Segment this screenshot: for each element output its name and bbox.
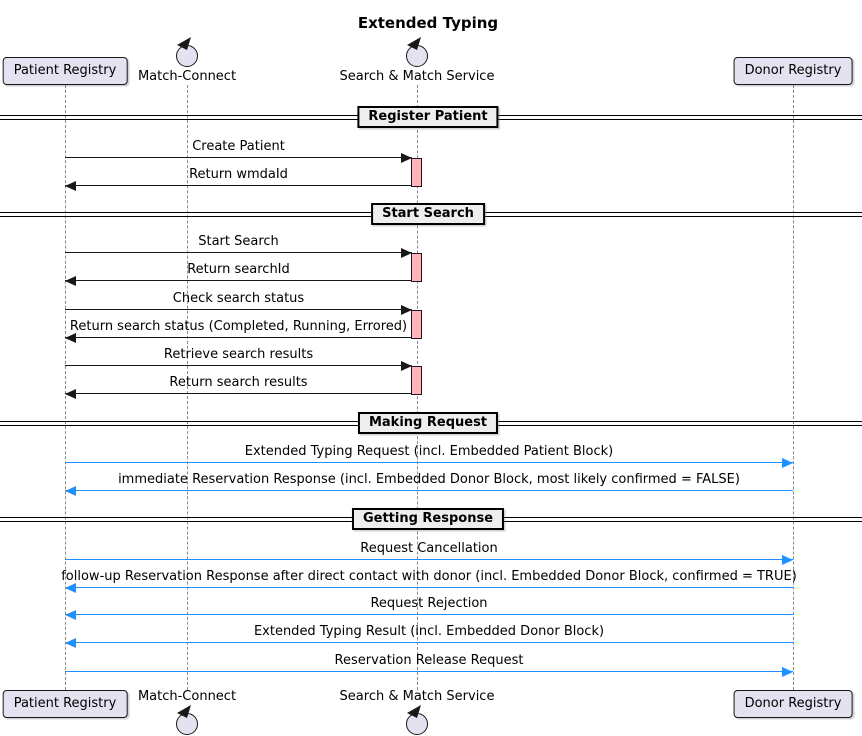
message-label: Return wmdaId xyxy=(189,167,288,182)
message-label: immediate Reservation Response (incl. Em… xyxy=(118,472,740,487)
message-label: Request Rejection xyxy=(370,596,488,611)
activation-bar xyxy=(411,366,422,395)
arrow-head-icon xyxy=(401,152,412,163)
lifeline-match-connect xyxy=(187,85,188,690)
message-line xyxy=(65,614,793,615)
message-line xyxy=(65,157,412,158)
section-divider: Start Search xyxy=(371,203,485,225)
arrow-head-icon xyxy=(65,388,76,399)
participant-box-donor-registry: Donor Registry xyxy=(733,690,853,718)
message-label: Extended Typing Result (incl. Embedded D… xyxy=(253,624,605,639)
message-label: Return search status (Completed, Running… xyxy=(69,319,408,334)
message-line xyxy=(65,671,793,672)
message-line xyxy=(65,642,793,643)
section-divider: Making Request xyxy=(357,412,499,434)
participant-box-donor-registry: Donor Registry xyxy=(733,57,853,85)
message-label: Request Cancellation xyxy=(360,541,498,556)
arrow-head-icon xyxy=(401,360,412,371)
activation-bar xyxy=(411,253,422,282)
control-icon xyxy=(176,705,198,735)
arrow-head-icon xyxy=(65,609,76,620)
arrow-head-icon xyxy=(401,304,412,315)
section-divider: Getting Response xyxy=(351,508,505,530)
message-line xyxy=(65,490,793,491)
participant-box-patient-registry: Patient Registry xyxy=(2,690,128,718)
participant-label-search-match-service: Search & Match Service xyxy=(339,69,495,84)
arrow-head-icon xyxy=(782,666,793,677)
participant-label-search-match-service: Search & Match Service xyxy=(339,689,495,704)
arrow-head-icon xyxy=(65,485,76,496)
message-label: follow-up Reservation Response after dir… xyxy=(61,569,797,584)
message-line xyxy=(65,393,412,394)
control-icon xyxy=(406,705,428,735)
arrow-head-icon xyxy=(782,554,793,565)
diagram-title: Extended Typing xyxy=(357,14,499,32)
arrow-head-icon xyxy=(65,582,76,593)
message-label: Retrieve search results xyxy=(163,347,314,362)
message-label: Start Search xyxy=(198,234,279,249)
participant-icon-match-connect xyxy=(174,36,200,68)
message-label: Extended Typing Request (incl. Embedded … xyxy=(244,444,614,459)
participant-box-patient-registry: Patient Registry xyxy=(2,57,128,85)
participant-label-match-connect: Match-Connect xyxy=(137,69,237,84)
message-label: Return search results xyxy=(169,375,308,390)
message-line xyxy=(65,462,793,463)
message-line xyxy=(65,587,793,588)
message-line xyxy=(65,309,412,310)
arrow-head-icon xyxy=(782,457,793,468)
control-icon xyxy=(176,37,198,67)
lifeline-patient-registry xyxy=(65,85,66,690)
message-label: Check search status xyxy=(172,291,305,306)
message-line xyxy=(65,365,412,366)
message-label: Create Patient xyxy=(192,139,285,154)
message-line xyxy=(65,185,412,186)
participant-icon-match-connect xyxy=(174,704,200,736)
message-label: Reservation Release Request xyxy=(334,653,524,668)
arrow-head-icon xyxy=(65,332,76,343)
message-line xyxy=(65,559,793,560)
message-label: Return searchId xyxy=(187,262,290,277)
activation-bar xyxy=(411,310,422,339)
arrow-head-icon xyxy=(401,247,412,258)
message-line xyxy=(65,252,412,253)
participant-icon-search-match-service xyxy=(404,36,430,68)
section-divider: Register Patient xyxy=(357,106,499,128)
arrow-head-icon xyxy=(65,275,76,286)
arrow-head-icon xyxy=(65,637,76,648)
message-line xyxy=(65,280,412,281)
activation-bar xyxy=(411,158,422,187)
lifeline-donor-registry xyxy=(793,85,794,690)
participant-label-match-connect: Match-Connect xyxy=(137,689,237,704)
arrow-head-icon xyxy=(65,180,76,191)
control-icon xyxy=(406,37,428,67)
message-line xyxy=(65,337,412,338)
participant-icon-search-match-service xyxy=(404,704,430,736)
